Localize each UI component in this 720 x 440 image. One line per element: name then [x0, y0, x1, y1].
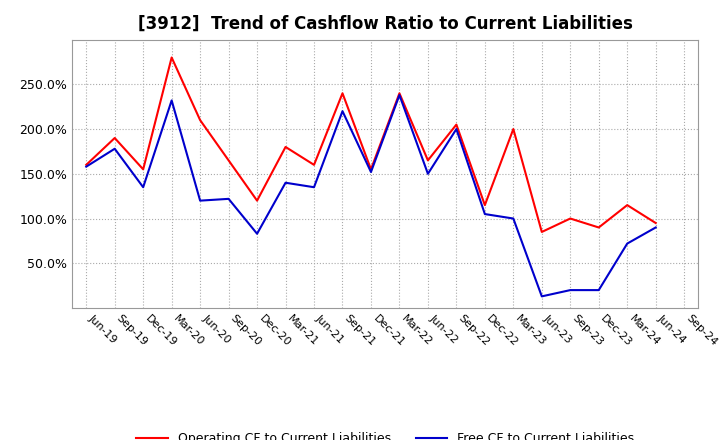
Free CF to Current Liabilities [623, 241, 631, 246]
Operating CF to Current Liabilities [595, 225, 603, 230]
Free CF to Current Liabilities [310, 185, 318, 190]
Free CF to Current Liabilities [82, 164, 91, 169]
Operating CF to Current Liabilities [110, 136, 119, 141]
Operating CF to Current Liabilities [167, 55, 176, 60]
Operating CF to Current Liabilities [225, 158, 233, 163]
Operating CF to Current Liabilities [196, 117, 204, 123]
Free CF to Current Liabilities [366, 169, 375, 175]
Free CF to Current Liabilities [110, 146, 119, 151]
Free CF to Current Liabilities [480, 211, 489, 216]
Free CF to Current Liabilities [652, 225, 660, 230]
Operating CF to Current Liabilities [623, 202, 631, 208]
Free CF to Current Liabilities [509, 216, 518, 221]
Line: Free CF to Current Liabilities: Free CF to Current Liabilities [86, 95, 656, 297]
Free CF to Current Liabilities [566, 287, 575, 293]
Operating CF to Current Liabilities [366, 167, 375, 172]
Free CF to Current Liabilities [167, 98, 176, 103]
Operating CF to Current Liabilities [423, 158, 432, 163]
Free CF to Current Liabilities [225, 196, 233, 202]
Free CF to Current Liabilities [282, 180, 290, 185]
Operating CF to Current Liabilities [310, 162, 318, 168]
Free CF to Current Liabilities [338, 109, 347, 114]
Operating CF to Current Liabilities [282, 144, 290, 150]
Operating CF to Current Liabilities [338, 91, 347, 96]
Operating CF to Current Liabilities [509, 126, 518, 132]
Free CF to Current Liabilities [253, 231, 261, 236]
Operating CF to Current Liabilities [480, 202, 489, 208]
Free CF to Current Liabilities [139, 185, 148, 190]
Operating CF to Current Liabilities [139, 167, 148, 172]
Operating CF to Current Liabilities [652, 220, 660, 226]
Operating CF to Current Liabilities [82, 162, 91, 168]
Operating CF to Current Liabilities [253, 198, 261, 203]
Free CF to Current Liabilities [537, 294, 546, 299]
Free CF to Current Liabilities [196, 198, 204, 203]
Free CF to Current Liabilities [395, 92, 404, 98]
Title: [3912]  Trend of Cashflow Ratio to Current Liabilities: [3912] Trend of Cashflow Ratio to Curren… [138, 15, 633, 33]
Operating CF to Current Liabilities [537, 229, 546, 235]
Operating CF to Current Liabilities [395, 91, 404, 96]
Free CF to Current Liabilities [595, 287, 603, 293]
Operating CF to Current Liabilities [566, 216, 575, 221]
Free CF to Current Liabilities [423, 171, 432, 176]
Line: Operating CF to Current Liabilities: Operating CF to Current Liabilities [86, 58, 656, 232]
Legend: Operating CF to Current Liabilities, Free CF to Current Liabilities: Operating CF to Current Liabilities, Fre… [131, 427, 639, 440]
Free CF to Current Liabilities [452, 126, 461, 132]
Operating CF to Current Liabilities [452, 122, 461, 127]
